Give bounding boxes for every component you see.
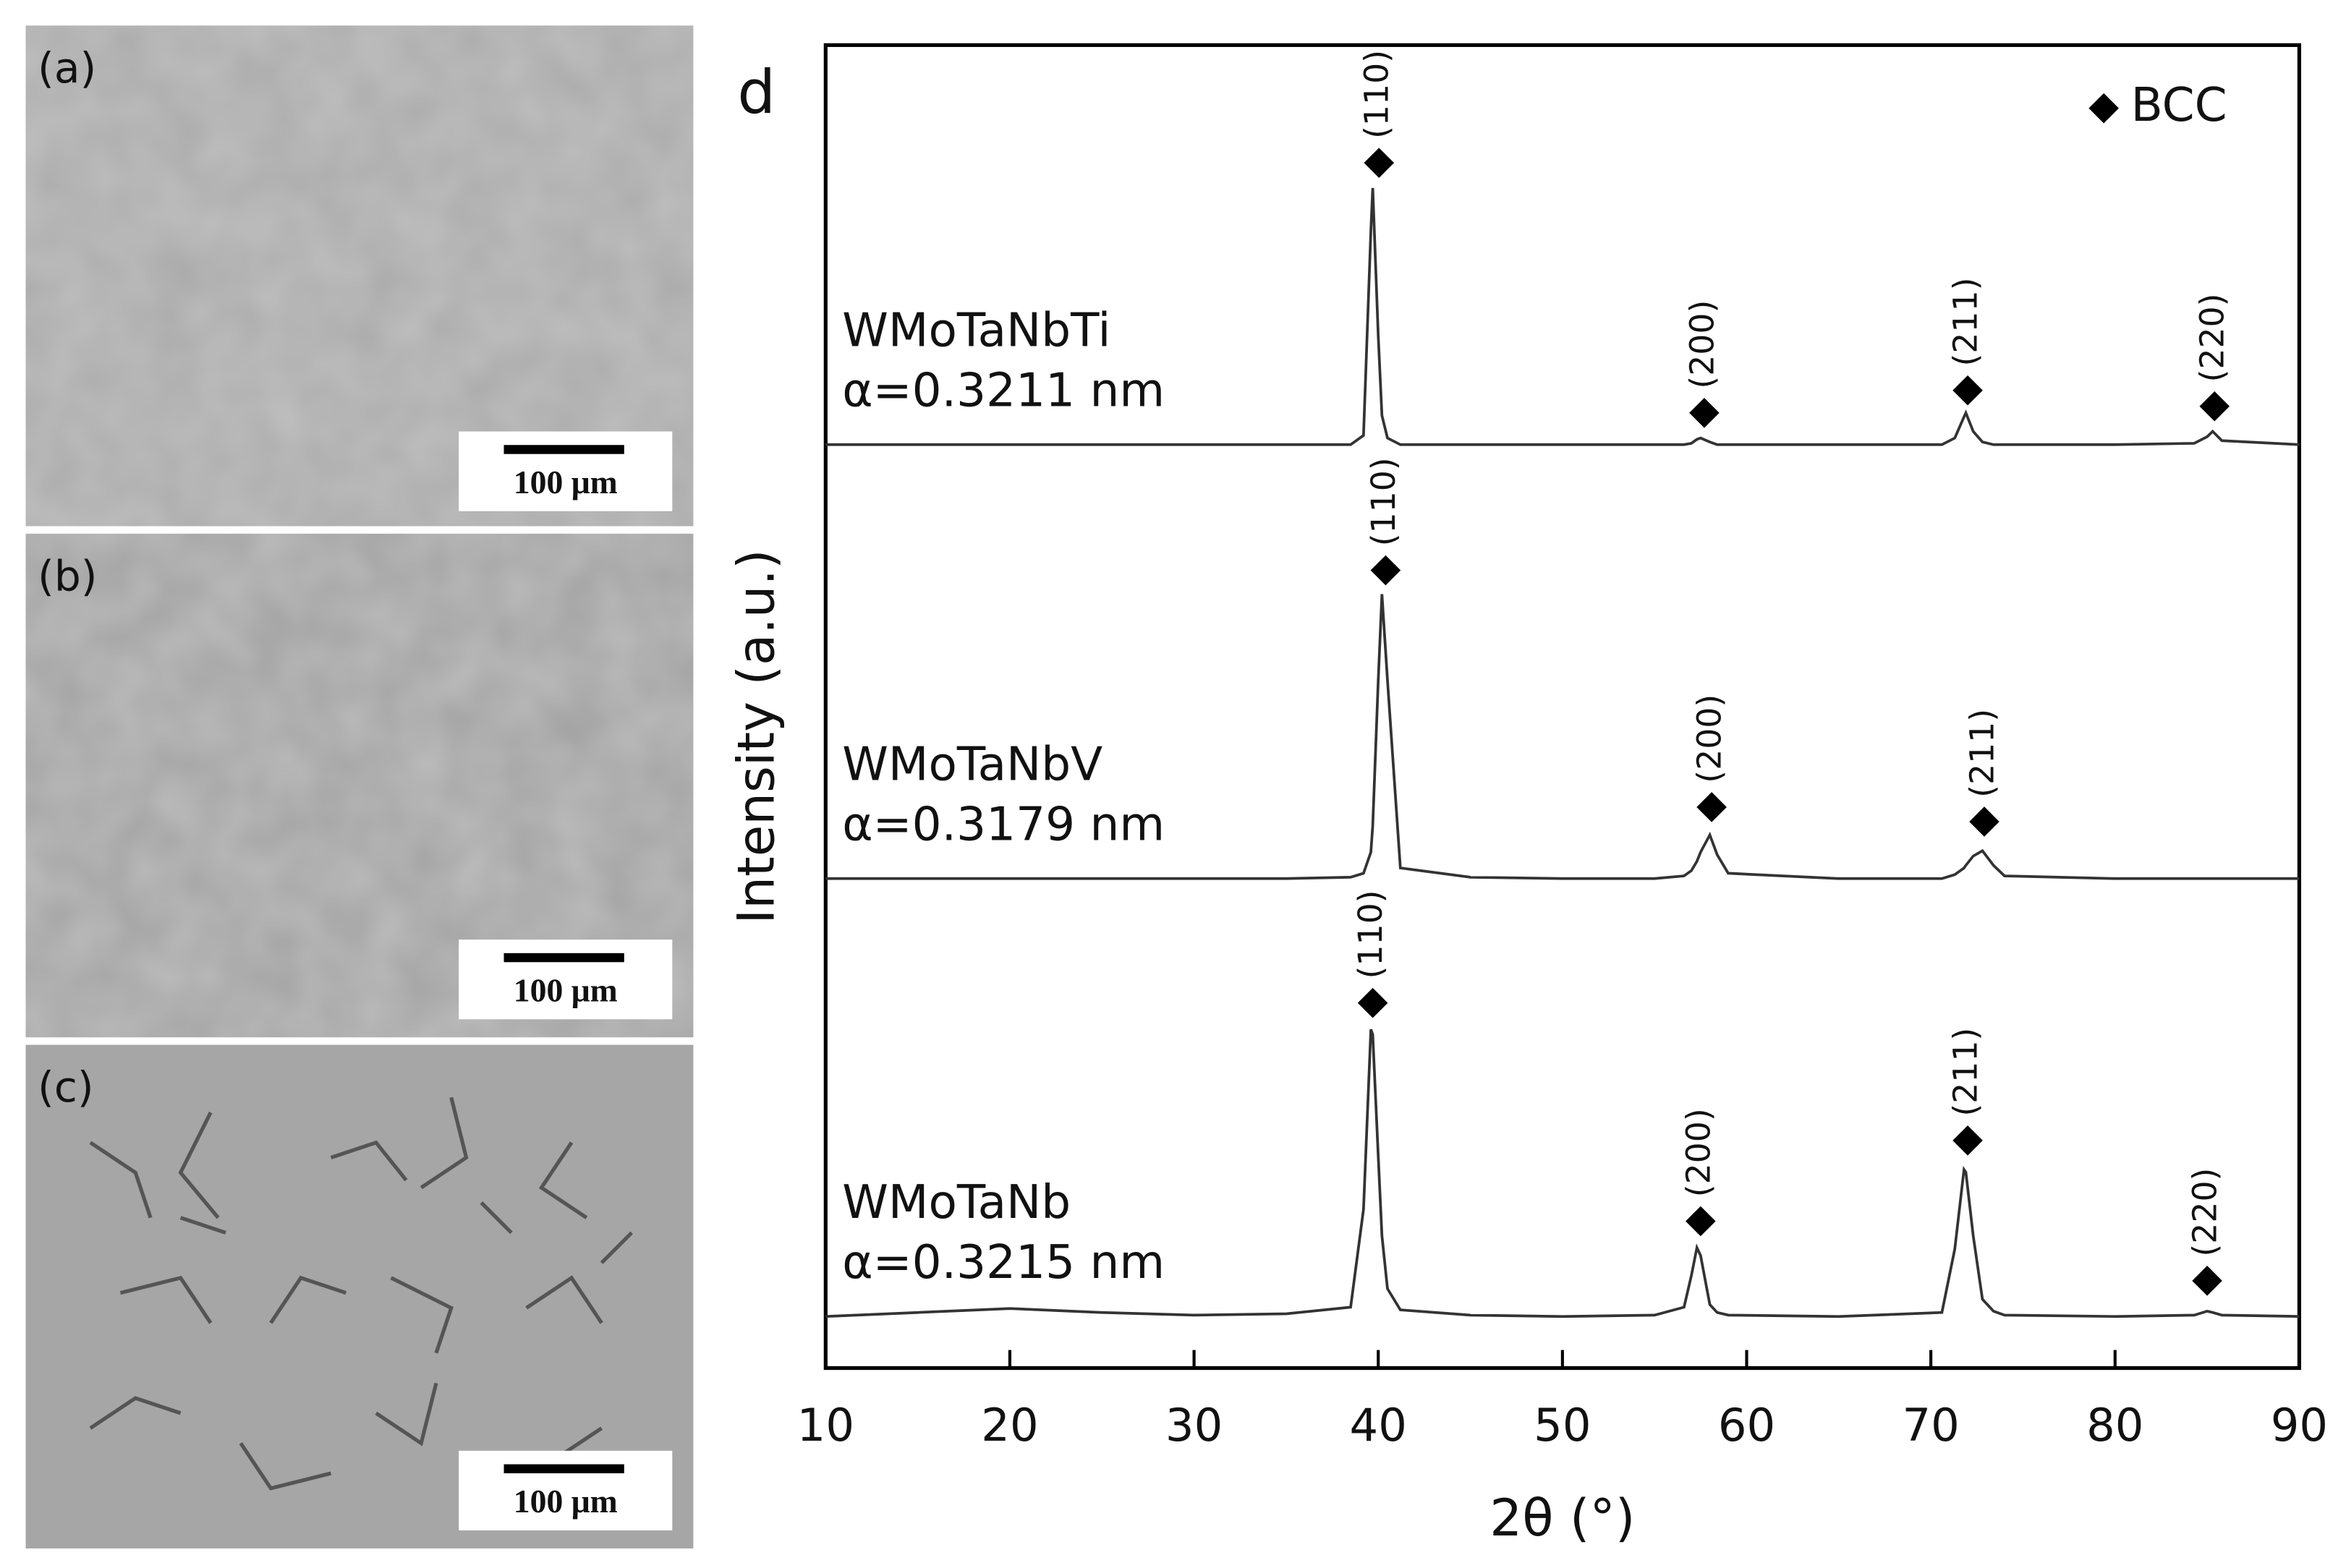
scale-label: 100 μm [514,971,618,1008]
x-tick-label: 50 [1534,1399,1591,1452]
x-tick-label: 70 [1902,1399,1959,1452]
lattice-parameter: α=0.3211 nm [842,364,1165,418]
peak-marker [1364,148,1395,178]
panel-label: (b) [38,551,97,600]
peak-marker [1696,792,1727,822]
panel-label: (c) [38,1062,93,1112]
xrd-pattern [825,1028,2300,1318]
x-tick-label: 10 [797,1399,854,1452]
x-tick-label: 80 [2086,1399,2143,1452]
series-name: WMoTaNbV [842,738,1102,792]
x-tick-label: 60 [1718,1399,1775,1452]
x-tick-label: 30 [1165,1399,1223,1452]
peak-marker [1689,398,1720,428]
legend-marker [2088,93,2119,124]
panel-label: (a) [38,43,96,93]
peak-label: (110) [1351,890,1390,979]
scale-label: 100 μm [514,464,618,500]
peak-label: (200) [1679,1108,1717,1197]
peak-marker [1370,555,1401,586]
scale-box [459,431,673,511]
panel-label: d [737,57,775,127]
x-tick-label: 20 [981,1399,1038,1452]
xrd-pattern [825,187,2300,446]
peak-label: (200) [1691,694,1729,783]
x-axis-label: 2θ (°) [1489,1488,1635,1548]
scale-bar [503,445,624,454]
peak-marker [2192,1266,2222,1296]
scale-box [459,939,673,1020]
x-tick-label: 40 [1350,1399,1407,1452]
plot-frame [823,43,2301,1371]
peak-label: (220) [2193,294,2232,383]
scale-bar [503,953,624,963]
peak-label: (200) [1683,300,1721,389]
peak-marker [2199,391,2230,422]
xrd-chart: 10 20 30 40 50 60 70 80 90 2θ (°) Intensity (a.u.)… [726,43,2328,1548]
scale-bar [503,1464,624,1474]
peak-label: (110) [1358,50,1396,139]
series-name: WMoTaNb [842,1175,1071,1230]
scale-label: 100 μm [514,1483,618,1520]
x-tick-label: 90 [2271,1399,2328,1452]
peak-marker [1357,987,1388,1018]
peak-marker [1969,806,1999,837]
legend-label: BCC [2131,78,2227,132]
peak-label: (211) [1947,1028,1985,1117]
lattice-parameter: α=0.3215 nm [842,1235,1165,1290]
peak-marker [1952,375,1983,406]
xrd-pattern [825,594,2300,880]
lattice-parameter: α=0.3179 nm [842,798,1165,852]
series-name: WMoTaNbTi [842,304,1110,358]
peak-label: (220) [2186,1168,2224,1257]
peak-marker [1686,1206,1716,1237]
peak-label: (211) [1947,278,1985,367]
peak-label: (110) [1364,457,1403,546]
micrograph-a [25,25,694,527]
peak-label: (211) [1963,709,2001,798]
y-axis-label: Intensity (a.u.) [726,549,786,924]
peak-marker [1952,1125,1983,1156]
scale-box [459,1450,673,1531]
